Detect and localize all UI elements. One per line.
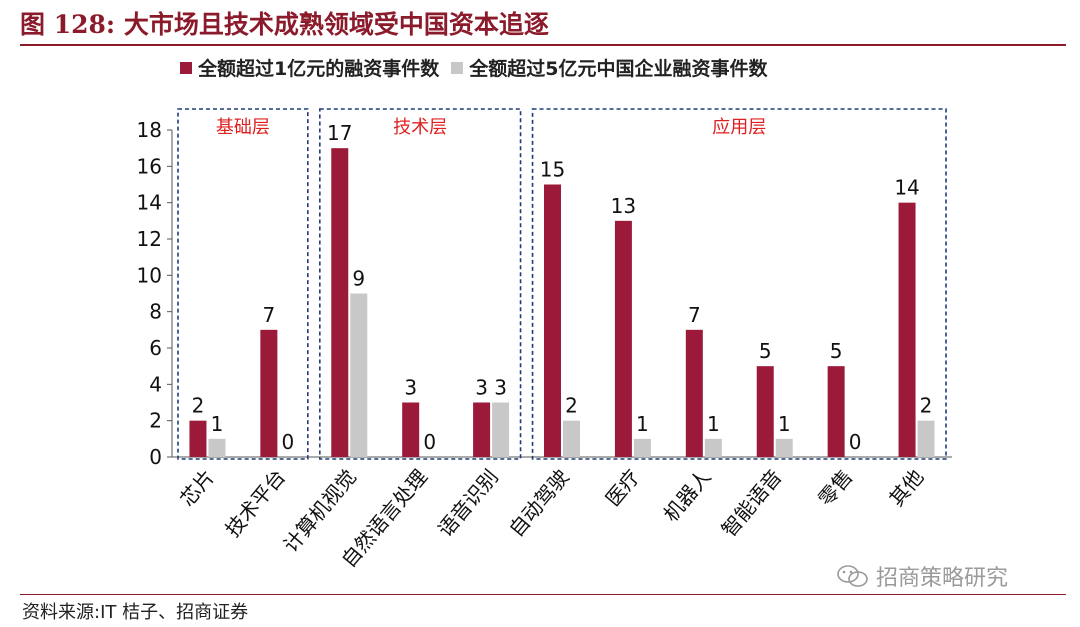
data-label: 3 — [475, 376, 488, 400]
data-label: 17 — [327, 121, 352, 145]
group-box — [319, 108, 522, 460]
bar-series-1 — [473, 402, 491, 457]
legend-item-series-1: 全额超过1亿元的融资事件数 — [180, 54, 439, 81]
category-label: 其他 — [884, 465, 928, 511]
data-label: 1 — [636, 412, 649, 436]
title-rule — [20, 44, 1066, 46]
y-tick-label: 8 — [149, 300, 162, 324]
category-label: 自动驾驶 — [504, 465, 574, 542]
legend-swatch-series-1 — [180, 61, 192, 74]
bar-series-1 — [685, 329, 703, 457]
data-label: 0 — [281, 430, 294, 454]
bar-series-2 — [350, 293, 368, 457]
category-label: 芯片 — [175, 465, 219, 511]
data-label: 0 — [849, 430, 862, 454]
y-tick-label: 0 — [149, 445, 162, 469]
category-label: 机器人 — [659, 465, 716, 526]
group-box — [177, 108, 309, 460]
bar-series-1 — [331, 148, 349, 457]
data-label: 3 — [404, 376, 417, 400]
category-label: 语音识别 — [433, 465, 503, 542]
legend-label-series-2: 全额超过5亿元中国企业融资事件数 — [469, 58, 768, 80]
data-label: 7 — [262, 303, 275, 327]
watermark: 招商策略研究 — [836, 560, 1008, 592]
footer-rule — [20, 594, 1066, 595]
wechat-icon — [837, 565, 868, 587]
legend-label-series-1: 全额超过1亿元的融资事件数 — [198, 58, 440, 80]
bar-series-1 — [544, 184, 561, 457]
group-label: 技术层 — [393, 117, 447, 138]
group-label: 基础层 — [216, 117, 270, 138]
data-label: 1 — [707, 412, 720, 436]
watermark-text: 招商策略研究 — [876, 566, 1009, 591]
category-label: 技术平台 — [220, 465, 290, 542]
source-note: 资料来源:IT 桔子、招商证券 — [22, 602, 249, 623]
bar-series-2 — [704, 438, 722, 457]
data-label: 5 — [830, 339, 843, 363]
group-box — [531, 108, 947, 460]
bar-series-2 — [633, 438, 651, 457]
bar-series-1 — [756, 366, 774, 457]
chart-legend: 全额超过1亿元的融资事件数 全额超过5亿元中国企业融资事件数 — [180, 54, 779, 81]
category-label: 智能语音 — [717, 465, 787, 542]
figure-title: 图 128: 大市场且技术成熟领域受中国资本追逐 — [20, 10, 549, 39]
bar-series-1 — [260, 329, 278, 457]
data-label: 5 — [759, 339, 772, 363]
data-label: 15 — [540, 158, 565, 182]
bar-series-2 — [775, 438, 793, 457]
category-label: 零售 — [813, 465, 857, 511]
data-label: 1 — [778, 412, 791, 436]
data-label: 9 — [352, 267, 365, 291]
y-tick-label: 4 — [149, 372, 162, 396]
legend-item-series-2: 全额超过5亿元中国企业融资事件数 — [451, 54, 767, 81]
bar-series-2 — [917, 420, 935, 457]
y-tick-label: 2 — [149, 409, 162, 433]
category-label: 医疗 — [601, 465, 645, 511]
data-label: 1 — [211, 412, 224, 436]
data-label: 3 — [494, 376, 507, 400]
data-label: 0 — [423, 430, 436, 454]
y-tick-label: 16 — [137, 154, 162, 178]
y-tick-label: 10 — [137, 263, 162, 287]
data-label: 7 — [688, 303, 701, 327]
y-tick-label: 14 — [137, 191, 162, 215]
bar-series-1 — [898, 202, 916, 457]
y-tick-label: 6 — [149, 336, 162, 360]
bar-series-1 — [189, 420, 207, 457]
legend-swatch-series-2 — [451, 61, 464, 74]
bar-series-1 — [827, 366, 845, 457]
y-tick-label: 18 — [137, 118, 162, 142]
bar-series-2 — [492, 402, 510, 457]
bar-series-1 — [402, 402, 420, 457]
data-label: 2 — [192, 394, 205, 418]
bar-series-2 — [563, 420, 580, 457]
y-tick-label: 12 — [137, 227, 162, 251]
figure-header: 图 128: 大市场且技术成熟领域受中国资本追逐 — [20, 8, 1066, 42]
data-label: 13 — [611, 194, 636, 218]
data-label: 14 — [894, 176, 919, 200]
data-label: 2 — [920, 394, 933, 418]
group-label: 应用层 — [712, 117, 766, 138]
bar-series-1 — [614, 220, 632, 457]
data-label: 2 — [565, 394, 578, 418]
bar-series-2 — [208, 438, 226, 457]
